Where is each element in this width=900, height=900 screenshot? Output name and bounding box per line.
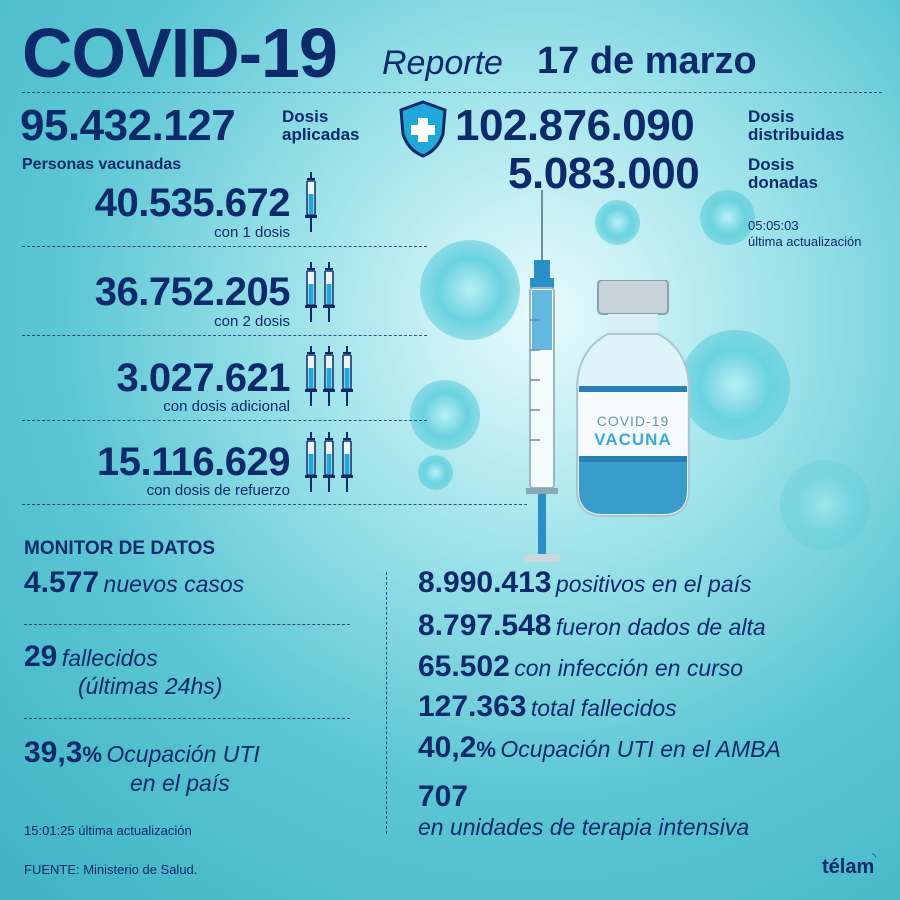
syringe-icon [304, 346, 356, 413]
new-cases-value: 4.577 [24, 566, 100, 599]
telam-logo: télam ◝ [822, 852, 876, 879]
monitor-heading: MONITOR DE DATOS [24, 538, 216, 559]
virus-decoration [595, 200, 640, 245]
doses-applied-label-2: aplicadas [282, 125, 360, 144]
source-note: FUENTE: Ministerio de Salud. [24, 862, 198, 877]
vaccine-vial: COVID-19 VACUNA [573, 280, 693, 520]
divider [24, 718, 350, 719]
report-date: 17 de marzo [537, 40, 757, 82]
deaths-label-2: (últimas 24hs) [78, 673, 223, 699]
doses-distributed-label-2: distribuidas [748, 125, 845, 144]
monitor-value: 8.990.413 [418, 566, 552, 599]
monitor-right-row: 8.797.548 fueron dados de alta [418, 609, 766, 643]
monitor-right-row: 65.502 con infección en curso [418, 650, 743, 684]
amba-value: 40,2 [418, 731, 477, 764]
doses-distributed-label-1: Dosis [748, 107, 795, 126]
virus-decoration [410, 380, 480, 450]
syringe-icon [304, 262, 338, 329]
vaccinated-value: 40.535.672 [94, 181, 291, 225]
page-title: COVID-19 [22, 14, 338, 92]
doses-donated-label-1: Dosis [748, 155, 795, 174]
amba-icu: 40,2% Ocupación UTI en el AMBA [418, 731, 781, 765]
divider [22, 420, 427, 421]
vaccinated-value: 36.752.205 [94, 270, 291, 314]
deaths-value: 29 [24, 640, 58, 673]
doses-update-time: 05:05:03 [748, 218, 799, 233]
monitor-value: 65.502 [418, 650, 510, 683]
monitor-value: 8.797.548 [418, 609, 552, 642]
telam-logo-text: télam [822, 856, 875, 878]
monitor-update: 15:01:25 última actualización [24, 823, 192, 838]
amba-label: Ocupación UTI en el AMBA [500, 736, 781, 762]
divider [22, 335, 427, 336]
virus-decoration [418, 455, 453, 490]
monitor-label: total fallecidos [530, 695, 677, 721]
icu-units-value: 707 [418, 780, 469, 813]
vaccinated-heading: Personas vacunadas [22, 156, 182, 173]
divider [24, 624, 350, 625]
monitor-right-row: 8.990.413 positivos en el país [418, 566, 752, 600]
divider-vertical [386, 572, 387, 834]
new-cases-label: nuevos casos [103, 571, 245, 597]
deaths: 29 fallecidos [24, 640, 158, 674]
shield-icon [398, 100, 448, 158]
syringe-icon [304, 432, 356, 499]
vaccinated-value: 15.116.629 [97, 440, 291, 484]
icu-label-2: en el país [130, 770, 230, 796]
doses-donated-label-2: donadas [748, 173, 818, 192]
divider [22, 246, 427, 247]
vial-label-line-1: COVID-19 [596, 413, 670, 429]
monitor-update-label: última actualización [78, 823, 192, 838]
vaccinated-label: con 2 dosis [214, 313, 290, 330]
monitor-right-row: 127.363 total fallecidos [418, 690, 677, 724]
icu-label-1: Ocupación UTI [106, 741, 260, 767]
syringe-illustration [520, 190, 564, 575]
monitor-value: 127.363 [418, 690, 527, 723]
vaccinated-label: con 1 dosis [214, 224, 290, 241]
vaccinated-label: con dosis de refuerzo [146, 482, 290, 499]
doses-distributed-value: 102.876.090 [455, 101, 695, 150]
divider [22, 504, 527, 505]
syringe-icon [304, 172, 318, 239]
wifi-icon: ◝ [872, 852, 876, 863]
monitor-label: fueron dados de alta [555, 614, 766, 640]
new-cases: 4.577 nuevos casos [24, 566, 244, 600]
virus-decoration [420, 240, 520, 340]
vial-label-line-2: VACUNA [594, 430, 672, 449]
monitor-label: positivos en el país [555, 571, 752, 597]
deaths-label-1: fallecidos [61, 645, 158, 671]
amba-unit: % [476, 737, 496, 762]
doses-update-label: última actualización [748, 234, 862, 249]
icu-unit: % [82, 742, 102, 767]
virus-decoration [680, 330, 790, 440]
monitor-update-time: 15:01:25 [24, 823, 75, 838]
doses-donated-value: 5.083.000 [508, 149, 700, 198]
divider [22, 92, 882, 93]
virus-decoration [700, 190, 755, 245]
report-prefix: Reporte [382, 44, 503, 82]
monitor-label: con infección en curso [514, 655, 744, 681]
icu-units-label: en unidades de terapia intensiva [418, 814, 750, 840]
vaccinated-label: con dosis adicional [163, 398, 290, 415]
icu-occupancy: 39,3% Ocupación UTI [24, 736, 260, 770]
doses-applied-label-1: Dosis [282, 107, 329, 126]
icu-value: 39,3 [24, 736, 83, 769]
doses-applied-value: 95.432.127 [20, 101, 236, 150]
virus-decoration [780, 460, 870, 550]
vaccinated-value: 3.027.621 [116, 356, 291, 400]
